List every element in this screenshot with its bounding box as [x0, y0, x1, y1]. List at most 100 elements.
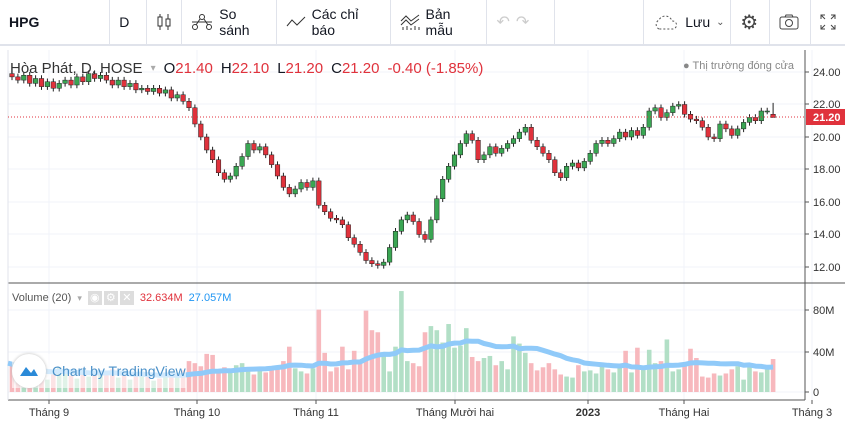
- candle: [86, 70, 92, 85]
- volume-bar: [304, 373, 310, 392]
- candle-body: [387, 247, 393, 263]
- volume-bar: [493, 365, 499, 392]
- candle-body: [286, 187, 292, 195]
- candle: [593, 140, 599, 157]
- candle-body: [27, 75, 33, 84]
- volume-bar: [564, 376, 569, 392]
- volume-bar: [192, 363, 198, 392]
- candle: [68, 76, 74, 89]
- candle: [192, 104, 198, 128]
- candle: [623, 128, 629, 141]
- candle: [109, 76, 115, 89]
- volume-bar: [753, 371, 758, 392]
- volume-bar: [617, 367, 622, 392]
- candle-body: [339, 219, 345, 225]
- candle: [115, 76, 121, 89]
- candle: [682, 101, 688, 118]
- volume-bar: [198, 366, 204, 392]
- candle-body: [239, 156, 245, 167]
- candle: [298, 179, 304, 193]
- candle-body: [510, 138, 517, 144]
- candle: [428, 216, 434, 243]
- candle-body: [233, 166, 239, 177]
- candle-body: [428, 219, 434, 240]
- fullscreen-button[interactable]: [811, 0, 845, 45]
- candle: [481, 151, 487, 163]
- candle-body: [74, 76, 80, 86]
- compare-button[interactable]: So sánh: [182, 0, 277, 45]
- candle: [516, 128, 522, 142]
- undo-redo: ↶ ↷: [487, 0, 555, 45]
- candle: [575, 159, 581, 172]
- compare-icon: [191, 13, 213, 31]
- tradingview-watermark[interactable]: Chart by TradingView: [12, 354, 186, 388]
- legend-dropdown-icon[interactable]: ▾: [150, 63, 156, 74]
- candle-body: [127, 83, 133, 87]
- candle-body: [33, 78, 39, 84]
- candle-body: [652, 107, 658, 112]
- candle-body: [487, 146, 493, 156]
- save-button[interactable]: Lưu ⌄: [643, 0, 732, 45]
- candle-body: [658, 107, 664, 118]
- candle-body: [717, 123, 723, 139]
- candle-body: [109, 79, 115, 86]
- candle-body: [145, 88, 151, 92]
- volume-axis-label: 80M: [813, 305, 834, 317]
- candle: [398, 216, 404, 235]
- candle: [186, 98, 192, 111]
- settings-button[interactable]: ⚙: [731, 0, 771, 45]
- candle-body: [369, 260, 375, 264]
- price-axis-label: 18.00: [813, 164, 841, 176]
- candle-body: [481, 154, 487, 160]
- candle-body: [174, 94, 180, 99]
- time-axis-label: Tháng 10: [174, 407, 220, 419]
- volume-bar: [351, 350, 357, 392]
- candle-body: [156, 88, 163, 94]
- candle: [280, 172, 286, 191]
- candle: [676, 101, 682, 110]
- templates-button[interactable]: Bản mẫu: [389, 0, 488, 45]
- candle: [50, 78, 56, 92]
- candle-body: [682, 104, 688, 115]
- volume-bar: [298, 371, 304, 392]
- volume-bar: [635, 347, 640, 392]
- gear-icon[interactable]: ⚙: [103, 291, 118, 305]
- candle: [475, 137, 481, 163]
- close-icon[interactable]: ✕: [119, 291, 134, 305]
- candle-body: [581, 161, 587, 169]
- candle-body: [587, 153, 593, 162]
- volume-bar: [422, 332, 428, 392]
- dropdown-icon[interactable]: ▾: [77, 292, 82, 303]
- price-axis-label: 20.00: [813, 132, 841, 144]
- symbol-button[interactable]: HPG: [0, 0, 111, 45]
- candle: [363, 249, 369, 264]
- candle-body: [723, 123, 729, 130]
- candle-body: [50, 81, 56, 89]
- volume-bar: [747, 367, 752, 392]
- volume-bar: [759, 372, 764, 392]
- redo-icon[interactable]: ↷: [515, 14, 530, 31]
- volume-bar: [499, 361, 504, 392]
- candle-body: [617, 131, 623, 139]
- volume-bar: [700, 376, 705, 392]
- candle: [446, 163, 452, 183]
- volume-value: 32.634M: [139, 292, 183, 304]
- indicators-button[interactable]: Các chỉ báo: [277, 0, 390, 45]
- eye-icon[interactable]: ◉: [87, 291, 102, 305]
- candle-body: [56, 83, 62, 89]
- candle-body: [345, 224, 351, 238]
- volume-legend-name[interactable]: Volume (20): [12, 292, 72, 304]
- candle-body: [516, 131, 522, 139]
- candle: [286, 184, 292, 198]
- interval-button[interactable]: D: [110, 0, 148, 45]
- volume-legend: Volume (20) ▾ ◉ ⚙ ✕ 32.634M 27.057M: [12, 291, 231, 305]
- candle: [735, 125, 741, 139]
- undo-icon[interactable]: ↶: [496, 14, 510, 31]
- screenshot-button[interactable]: [770, 0, 811, 45]
- chart-type-button[interactable]: [147, 0, 183, 45]
- candle: [664, 109, 670, 121]
- candle-body: [92, 73, 98, 79]
- volume-bar: [245, 370, 251, 392]
- candle-body: [280, 175, 286, 188]
- legend-symbol-name[interactable]: Hòa Phát, D, HOSE: [10, 60, 143, 77]
